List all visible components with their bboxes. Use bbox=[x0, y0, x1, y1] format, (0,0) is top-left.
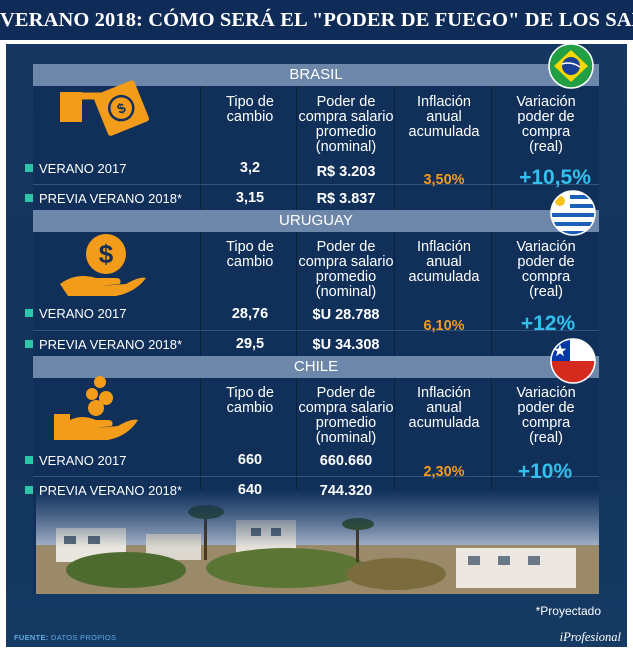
poder-compra-value: 744.320 bbox=[319, 483, 373, 499]
poder-compra-value: $U 28.788 bbox=[312, 307, 380, 323]
inflacion-value: 6,10% bbox=[423, 318, 465, 334]
tipo-cambio-value: 640 bbox=[237, 482, 263, 498]
row-divider bbox=[33, 330, 599, 331]
tipo-cambio-value: 28,76 bbox=[231, 306, 269, 322]
tipo-cambio-value: 29,5 bbox=[235, 336, 265, 352]
coins-hand-icon bbox=[54, 376, 138, 440]
variacion-value: +12% bbox=[520, 312, 576, 335]
brazil-flag-icon bbox=[548, 43, 594, 89]
section-bar-brasil: BRASIL bbox=[33, 64, 599, 86]
row-label: PREVIA VERANO 2018* bbox=[25, 191, 182, 207]
svg-text:$: $ bbox=[99, 239, 114, 269]
column-divider bbox=[200, 64, 201, 594]
tipo-cambio-value: 660 bbox=[237, 452, 263, 468]
money-bill-hand-icon: $ bbox=[60, 80, 149, 136]
row-label: VERANO 2017 bbox=[25, 161, 126, 177]
header-poder-compra: Poder de compra salario promedio (nominal) bbox=[298, 385, 394, 446]
tipo-cambio-value: 3,2 bbox=[239, 160, 261, 176]
row-label: VERANO 2017 bbox=[25, 306, 126, 322]
poder-compra-value: 660.660 bbox=[319, 453, 373, 469]
section-bar-chile: CHILE bbox=[33, 356, 599, 378]
header-tipo-cambio: Tipo de cambio bbox=[226, 239, 274, 270]
bullet-square bbox=[25, 456, 33, 464]
header-variacion: Variación poder de compra (real) bbox=[516, 94, 576, 155]
brand-logo: iProfesional bbox=[559, 630, 621, 644]
footnote: *Proyectado bbox=[535, 604, 601, 618]
variacion-value: +10,5% bbox=[519, 166, 591, 189]
inflacion-value: 3,50% bbox=[423, 172, 465, 188]
bullet-square bbox=[25, 309, 33, 317]
source-credit: FUENTE: DATOS PROPIOS bbox=[14, 633, 117, 642]
header-poder-compra: Poder de compra salario promedio (nominal) bbox=[298, 94, 394, 155]
poder-compra-value: R$ 3.837 bbox=[316, 191, 376, 207]
row-divider bbox=[33, 476, 599, 477]
money-bag-hand-icon: $ bbox=[60, 234, 146, 296]
inflacion-value: 2,30% bbox=[423, 464, 465, 480]
section-bar-uruguay: URUGUAY bbox=[33, 210, 599, 232]
bullet-square bbox=[25, 486, 33, 494]
variacion-value: +10% bbox=[517, 460, 573, 483]
header-tipo-cambio: Tipo de cambio bbox=[226, 385, 274, 416]
page-title: VERANO 2018: CÓMO SERÁ EL "PODER DE FUEG… bbox=[0, 0, 633, 40]
header-inflacion: Inflación anual acumulada bbox=[408, 94, 480, 140]
header-inflacion: Inflación anual acumulada bbox=[408, 239, 480, 285]
header-variacion: Variación poder de compra (real) bbox=[516, 385, 576, 446]
header-variacion: Variación poder de compra (real) bbox=[516, 239, 576, 300]
poder-compra-value: R$ 3.203 bbox=[316, 164, 376, 180]
column-divider bbox=[296, 64, 297, 594]
row-label: PREVIA VERANO 2018* bbox=[25, 337, 182, 353]
uruguay-flag-icon bbox=[550, 190, 596, 236]
tipo-cambio-value: 3,15 bbox=[235, 190, 265, 206]
resort-photo bbox=[36, 490, 599, 594]
poder-compra-value: $U 34.308 bbox=[312, 337, 380, 353]
column-divider bbox=[394, 64, 395, 594]
header-tipo-cambio: Tipo de cambio bbox=[226, 94, 274, 125]
bullet-square bbox=[25, 164, 33, 172]
column-divider bbox=[491, 64, 492, 594]
chile-flag-icon bbox=[550, 338, 596, 384]
row-label: VERANO 2017 bbox=[25, 453, 126, 469]
row-divider bbox=[33, 184, 599, 185]
bullet-square bbox=[25, 194, 33, 202]
bullet-square bbox=[25, 340, 33, 348]
row-label: PREVIA VERANO 2018* bbox=[25, 483, 182, 499]
header-poder-compra: Poder de compra salario promedio (nominal) bbox=[298, 239, 394, 300]
header-inflacion: Inflación anual acumulada bbox=[408, 385, 480, 431]
